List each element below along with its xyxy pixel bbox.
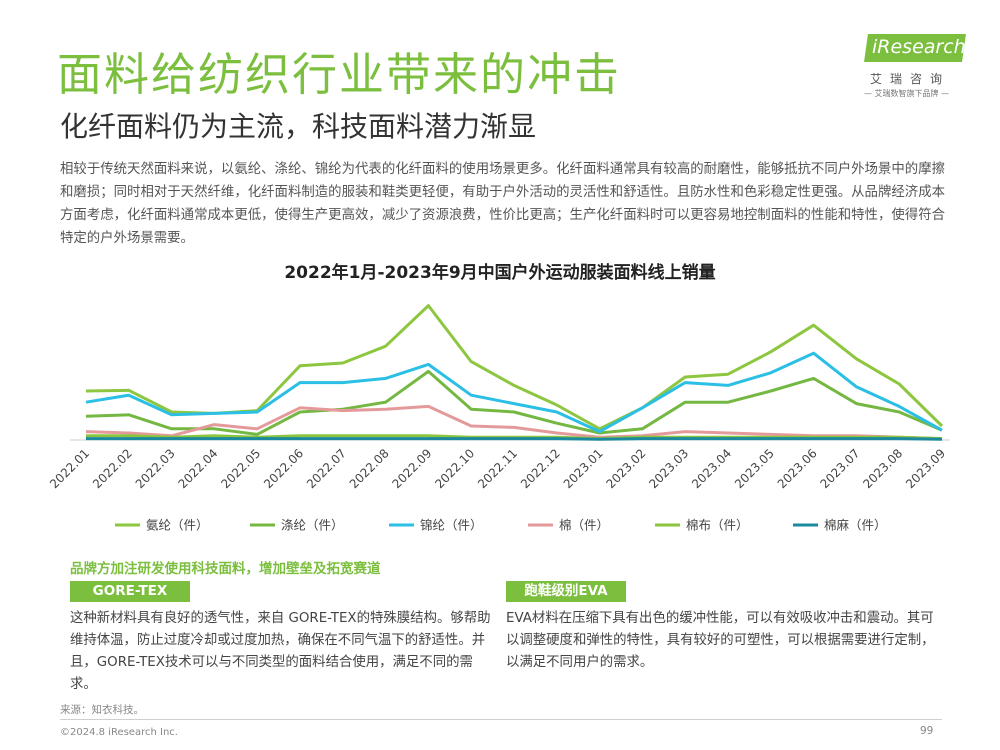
x-tick-label: 2023.03 bbox=[646, 446, 691, 491]
series-line-1 bbox=[85, 304, 944, 431]
x-tick-label: 2022.09 bbox=[390, 446, 435, 491]
x-tick-label: 2023.07 bbox=[818, 446, 863, 491]
x-tick-label: 2022.05 bbox=[218, 446, 263, 491]
x-tick-label: 2023.02 bbox=[604, 446, 649, 491]
goretex-tag: GORE-TEX bbox=[70, 581, 190, 602]
series-line-3 bbox=[85, 351, 943, 434]
chart-title: 2022年1月-2023年9月中国户外运动服装面料线上销量 bbox=[284, 263, 716, 283]
page-subtitle: 化纤面料仍为主流，科技面料潜力渐显 bbox=[60, 110, 537, 143]
x-tick-label: 2022.10 bbox=[432, 446, 477, 491]
series-line-2 bbox=[85, 369, 943, 436]
intro-paragraph: 相较于传统天然面料来说，以氨纶、涤纶、锦纶为代表的化纤面料的使用场景更多。化纤面… bbox=[60, 162, 945, 246]
x-tick-label: 2023.04 bbox=[689, 446, 734, 491]
eva-description: EVA材料在压缩下具有出色的缓冲性能，可以有效吸收冲击和震动。其可以调整硬度和弹… bbox=[506, 611, 935, 670]
x-tick-label: 2022.02 bbox=[90, 446, 135, 491]
legend-label: 棉麻（件） bbox=[824, 518, 887, 533]
x-tick-label: 2022.04 bbox=[176, 446, 221, 491]
goretex-description: 这种新材料具有良好的透气性，来自 GORE-TEX的特殊膜结构。够帮助维持体温，… bbox=[70, 611, 491, 692]
copyright: ©2024.8 iResearch Inc. bbox=[60, 727, 178, 738]
page-title: 面料给纺织行业带来的冲击 bbox=[57, 48, 622, 101]
eva-tag: 跑鞋级别EVA bbox=[506, 581, 626, 602]
logo-tagline: — 艾瑞数智旗下品牌 — bbox=[864, 89, 950, 98]
legend-label: 涤纶（件） bbox=[281, 518, 344, 533]
series-line-6 bbox=[86, 437, 943, 441]
page-number: 99 bbox=[920, 725, 934, 737]
x-tick-label: 2023.01 bbox=[561, 446, 606, 491]
x-tick-label: 2023.06 bbox=[775, 446, 820, 491]
logo-cn-name: 艾瑞咨询 bbox=[870, 72, 951, 86]
series-line-4 bbox=[85, 404, 943, 441]
x-tick-label: 2022.12 bbox=[518, 446, 563, 491]
line-chart: 2022.012022.022022.032022.042022.052022.… bbox=[47, 304, 950, 533]
footer-divider bbox=[60, 719, 942, 720]
x-tick-label: 2022.01 bbox=[47, 446, 92, 491]
legend-label: 棉（件） bbox=[559, 518, 609, 533]
section-heading: 品牌方加注研发使用科技面料，增加壁垒及拓宽赛道 bbox=[70, 561, 381, 577]
x-tick-label: 2022.03 bbox=[133, 446, 178, 491]
x-tick-label: 2023.09 bbox=[903, 446, 948, 491]
x-tick-label: 2023.05 bbox=[732, 446, 777, 491]
x-tick-label: 2022.08 bbox=[347, 446, 392, 491]
logo-brand: iResearch bbox=[872, 36, 966, 58]
x-tick-label: 2022.06 bbox=[261, 446, 306, 491]
iresearch-logo: iResearch 艾瑞咨询 — 艾瑞数智旗下品牌 — bbox=[858, 34, 968, 104]
x-tick-label: 2022.11 bbox=[475, 446, 520, 491]
legend-label: 锦纶（件） bbox=[420, 518, 483, 533]
legend-label: 氨纶（件） bbox=[146, 518, 209, 533]
source-note: 来源：知衣科技。 bbox=[60, 704, 144, 716]
x-tick-label: 2023.08 bbox=[860, 446, 905, 491]
legend-label: 棉布（件） bbox=[686, 518, 749, 533]
x-tick-label: 2022.07 bbox=[304, 446, 349, 491]
